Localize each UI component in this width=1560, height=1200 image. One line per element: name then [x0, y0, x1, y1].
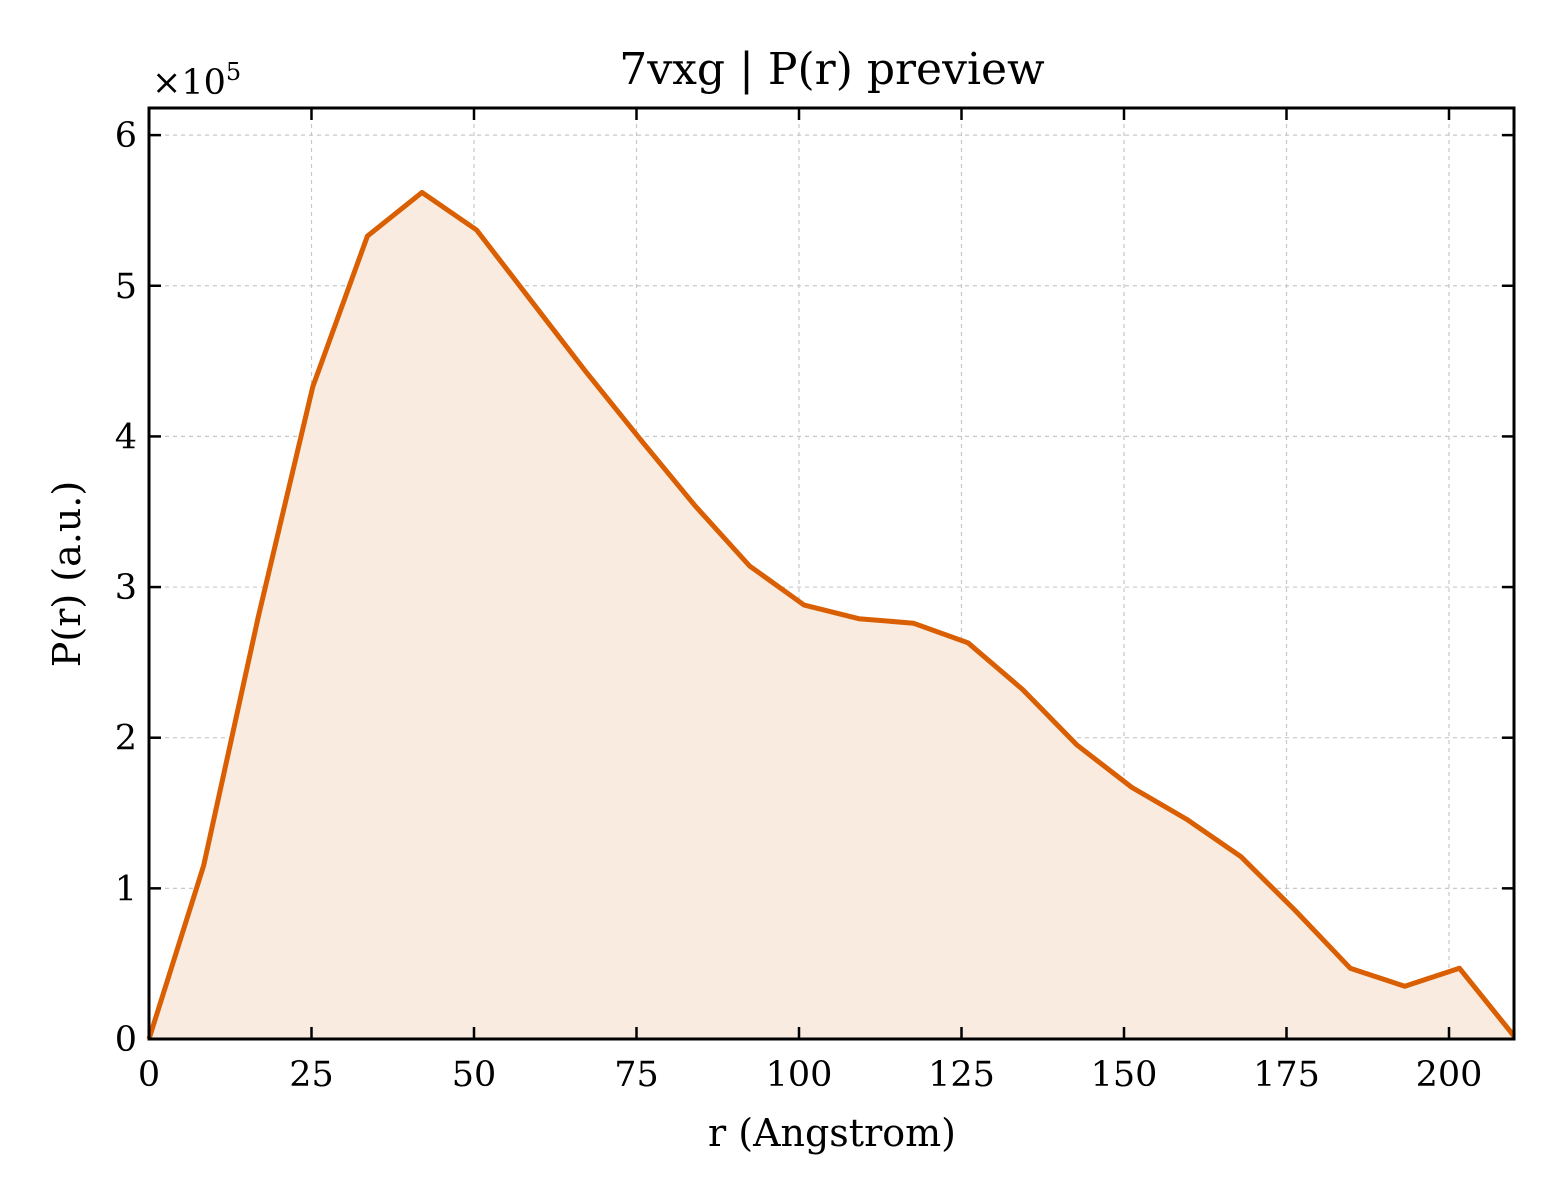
y-tick-label: 4	[115, 417, 137, 457]
x-tick-label: 100	[766, 1055, 833, 1095]
y-tick-label: 1	[115, 869, 137, 909]
chart-title: 7vxg | P(r) preview	[619, 44, 1045, 95]
y-tick-label: 5	[115, 267, 137, 307]
y-offset-base: ×10	[152, 63, 226, 103]
x-tick-label: 25	[289, 1055, 334, 1095]
plot-frame	[147, 106, 1516, 1041]
x-tick-label: 200	[1416, 1055, 1483, 1095]
y-offset-exponent: 5	[226, 58, 241, 86]
y-tick-label: 0	[115, 1020, 137, 1060]
y-tick-label: 3	[115, 568, 137, 608]
axis-ticks: 0 25 50 75 100 125 150 175 200 0 1 2 3 4 5 6	[115, 108, 1514, 1095]
y-tick-label: 6	[115, 116, 137, 156]
x-tick-label: 175	[1253, 1055, 1320, 1095]
x-tick-label: 50	[452, 1055, 497, 1095]
x-axis-label: r (Angstrom)	[708, 1111, 956, 1155]
y-tick-label: 2	[115, 719, 137, 759]
y-axis-offset-label: ×105	[152, 58, 241, 103]
pr-series-line	[146, 189, 1516, 1040]
x-tick-label: 75	[614, 1055, 659, 1095]
y-axis-label: P(r) (a.u.)	[45, 481, 89, 667]
x-tick-label: 0	[138, 1055, 160, 1095]
pr-area-fill	[149, 192, 1514, 1039]
x-tick-label: 150	[1091, 1055, 1158, 1095]
x-tick-label: 125	[928, 1055, 995, 1095]
